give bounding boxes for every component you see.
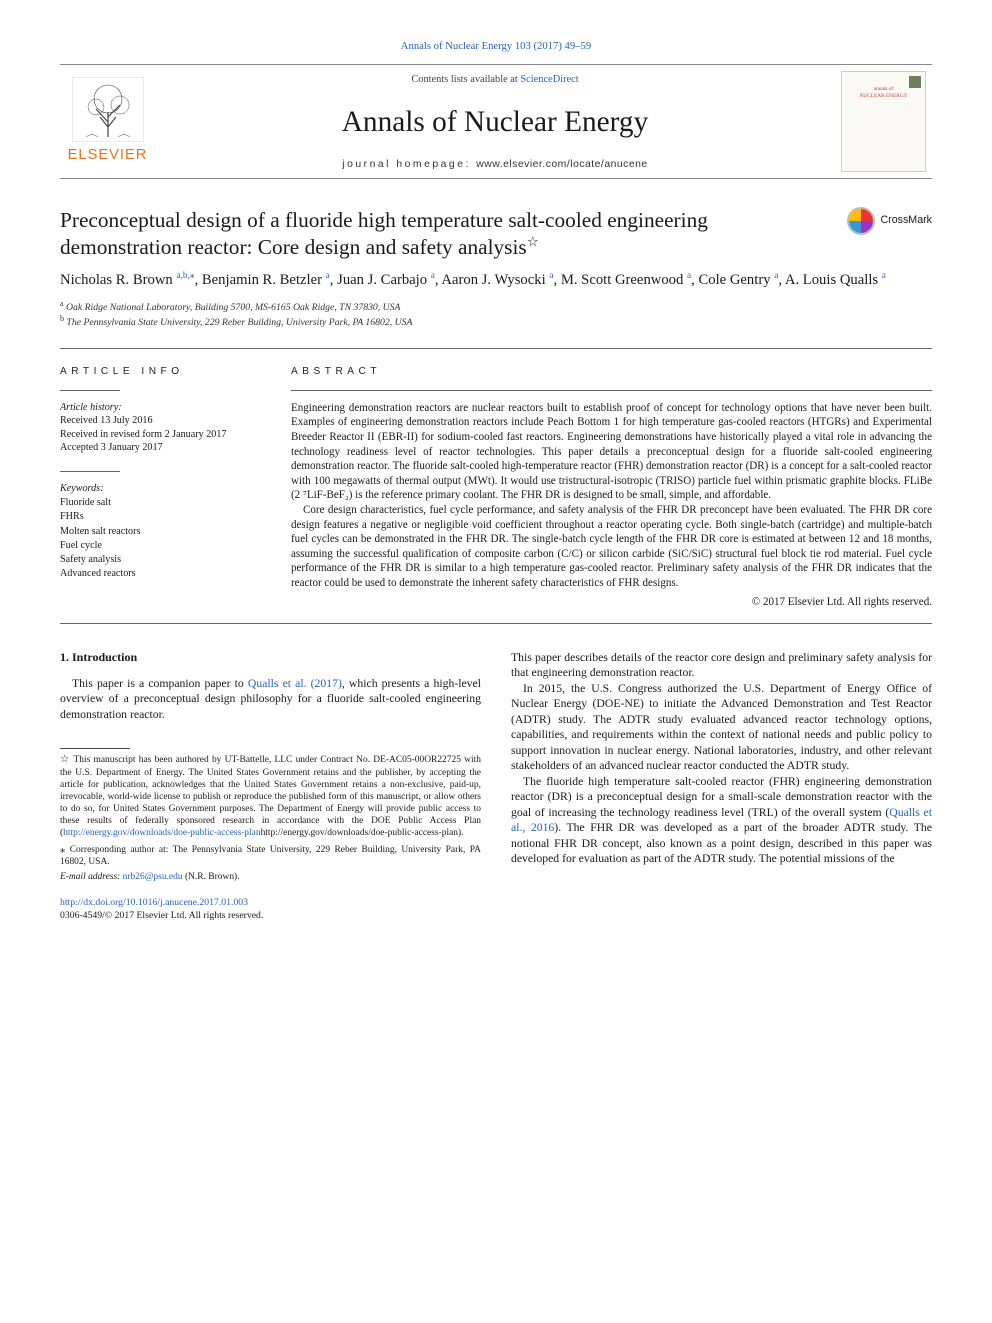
footnote-funding: ☆ This manuscript has been authored by U… <box>60 753 481 839</box>
doi-block: http://dx.doi.org/10.1016/j.anucene.2017… <box>60 897 481 922</box>
header-center: Contents lists available at ScienceDirec… <box>155 65 835 178</box>
info-divider <box>60 390 120 391</box>
article-info-head: ARTICLE INFO <box>60 365 255 378</box>
homepage-label: journal homepage: <box>342 159 476 170</box>
article-title: Preconceptual design of a fluoride high … <box>60 207 932 260</box>
journal-cover-thumb: annals ofNUCLEAR ENERGY <box>841 71 926 172</box>
article-title-text: Preconceptual design of a fluoride high … <box>60 208 708 259</box>
sciencedirect-link[interactable]: ScienceDirect <box>520 74 578 85</box>
meta-row: ARTICLE INFO Article history: Received 1… <box>60 349 932 623</box>
elsevier-logo: ELSEVIER <box>60 65 155 178</box>
email-suffix: (N.R. Brown). <box>183 872 240 882</box>
homepage-url[interactable]: www.elsevier.com/locate/anucene <box>476 159 647 170</box>
journal-homepage: journal homepage: www.elsevier.com/locat… <box>342 158 647 172</box>
ref-link[interactable]: Qualls et al. (2017) <box>248 677 342 690</box>
journal-header-band: ELSEVIER Contents lists available at Sci… <box>60 64 932 179</box>
intro-para-1: This paper is a companion paper to Quall… <box>60 676 481 722</box>
abstract-copyright: © 2017 Elsevier Ltd. All rights reserved… <box>291 595 932 609</box>
divider <box>60 623 932 624</box>
affiliations: a Oak Ridge National Laboratory, Buildin… <box>60 299 932 330</box>
contents-available: Contents lists available at ScienceDirec… <box>411 73 578 87</box>
corr-marker: ⁎ <box>60 844 65 855</box>
abstract-body: Engineering demonstration reactors are n… <box>291 401 932 591</box>
footnote-divider <box>60 748 130 749</box>
title-footnote-marker: ☆ <box>527 234 539 249</box>
crossmark-label: CrossMark <box>880 214 932 228</box>
elsevier-wordmark: ELSEVIER <box>68 146 148 165</box>
keywords-list: Fluoride saltFHRsMolten salt reactorsFue… <box>60 496 255 581</box>
footnote-email: E-mail address: nrb26@psu.edu (N.R. Brow… <box>60 871 481 883</box>
elsevier-tree-icon <box>72 77 144 142</box>
article-info-col: ARTICLE INFO Article history: Received 1… <box>60 365 255 609</box>
intro-para: The fluoride high temperature salt-coole… <box>511 774 932 867</box>
ref-link[interactable]: Qualls et al., 2016 <box>511 806 932 834</box>
intro-heading: 1. Introduction <box>60 650 481 666</box>
doe-plan-link[interactable]: http://energy.gov/downloads/doe-public-a… <box>63 828 260 838</box>
intro-para: This paper describes details of the reac… <box>511 650 932 681</box>
right-column: This paper describes details of the reac… <box>511 650 932 923</box>
author-list: Nicholas R. Brown a,b,⁎, Benjamin R. Bet… <box>60 270 932 291</box>
contents-prefix: Contents lists available at <box>411 74 520 85</box>
issn-copyright: 0306-4549/© 2017 Elsevier Ltd. All right… <box>60 910 263 921</box>
journal-name: Annals of Nuclear Energy <box>342 103 649 141</box>
abstract-divider <box>291 390 932 391</box>
history-label: Article history: <box>60 401 255 414</box>
kw-divider <box>60 471 120 472</box>
history-body: Received 13 July 2016Received in revised… <box>60 414 255 455</box>
left-column: 1. Introduction This paper is a companio… <box>60 650 481 923</box>
footnote-corresponding: ⁎ Corresponding author at: The Pennsylva… <box>60 843 481 869</box>
keywords-label: Keywords: <box>60 482 255 495</box>
crossmark-icon <box>847 207 875 235</box>
journal-citation-link[interactable]: Annals of Nuclear Energy 103 (2017) 49–5… <box>401 41 591 52</box>
doi-link[interactable]: http://dx.doi.org/10.1016/j.anucene.2017… <box>60 897 248 908</box>
body-columns: 1. Introduction This paper is a companio… <box>60 650 932 923</box>
abstract-head: ABSTRACT <box>291 365 932 378</box>
cover-corner-icon <box>909 76 921 88</box>
title-block: Preconceptual design of a fluoride high … <box>60 207 932 260</box>
email-link[interactable]: nrb26@psu.edu <box>123 872 183 882</box>
intro-para: In 2015, the U.S. Congress authorized th… <box>511 681 932 774</box>
crossmark-badge[interactable]: CrossMark <box>847 207 932 235</box>
corr-text: Corresponding author at: The Pennsylvani… <box>60 845 481 868</box>
cover-title: annals ofNUCLEAR ENERGY <box>859 86 907 100</box>
journal-citation: Annals of Nuclear Energy 103 (2017) 49–5… <box>60 40 932 54</box>
abstract-col: ABSTRACT Engineering demonstration react… <box>291 365 932 609</box>
email-label: E-mail address: <box>60 872 123 882</box>
